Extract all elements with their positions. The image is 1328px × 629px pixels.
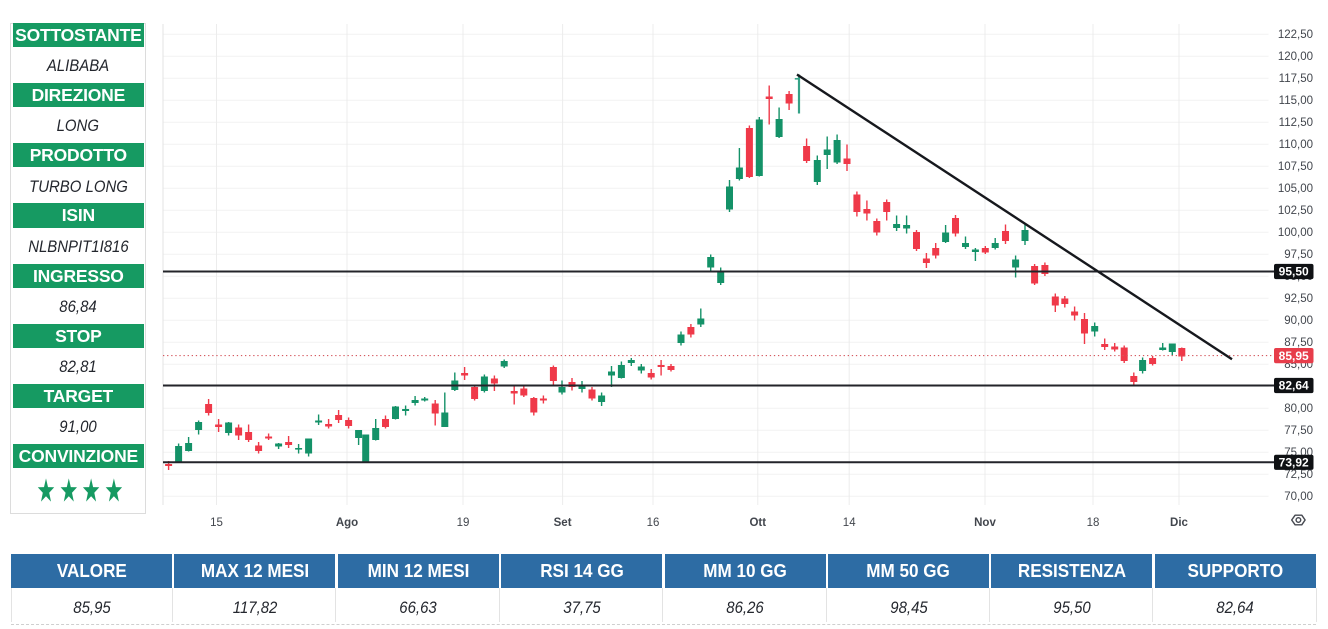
svg-text:16: 16 — [647, 517, 660, 529]
svg-text:18: 18 — [1087, 517, 1100, 529]
svg-text:70,00: 70,00 — [1284, 491, 1313, 503]
svg-text:110,00: 110,00 — [1279, 139, 1313, 151]
svg-text:87,50: 87,50 — [1284, 337, 1313, 349]
svg-text:105,00: 105,00 — [1278, 183, 1313, 195]
svg-text:107,50: 107,50 — [1278, 161, 1313, 173]
svg-text:117,50: 117,50 — [1279, 73, 1313, 85]
svg-text:90,00: 90,00 — [1284, 315, 1313, 327]
svg-text:80,00: 80,00 — [1284, 403, 1313, 415]
svg-text:85,95: 85,95 — [1279, 349, 1309, 363]
svg-text:97,50: 97,50 — [1284, 249, 1313, 261]
svg-text:Ago: Ago — [336, 517, 358, 529]
svg-text:15: 15 — [210, 517, 223, 529]
svg-text:112,50: 112,50 — [1279, 117, 1313, 129]
svg-text:100,00: 100,00 — [1278, 227, 1313, 239]
svg-text:72,50: 72,50 — [1284, 469, 1313, 481]
svg-text:82,64: 82,64 — [1279, 379, 1309, 393]
svg-text:120,00: 120,00 — [1278, 51, 1313, 63]
svg-text:19: 19 — [457, 517, 470, 529]
svg-text:Nov: Nov — [974, 517, 996, 529]
svg-text:115,00: 115,00 — [1279, 95, 1313, 107]
svg-text:95,50: 95,50 — [1279, 265, 1309, 279]
svg-text:122,50: 122,50 — [1278, 29, 1313, 41]
svg-text:14: 14 — [843, 517, 856, 529]
svg-text:Set: Set — [554, 517, 572, 529]
svg-text:Ott: Ott — [749, 517, 766, 529]
svg-text:Dic: Dic — [1170, 517, 1189, 529]
svg-text:92,50: 92,50 — [1284, 293, 1313, 305]
svg-text:77,50: 77,50 — [1284, 425, 1313, 437]
svg-text:102,50: 102,50 — [1278, 205, 1313, 217]
svg-text:73,92: 73,92 — [1279, 456, 1309, 470]
